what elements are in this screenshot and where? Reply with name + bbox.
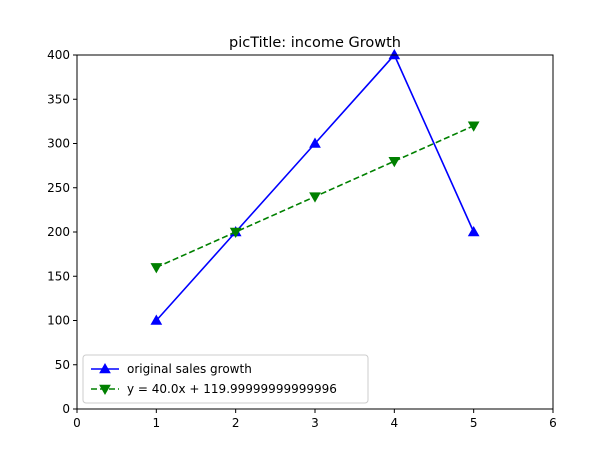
chart-title: picTitle: income Growth bbox=[229, 35, 401, 51]
legend-box bbox=[82, 354, 369, 404]
legend-marker bbox=[99, 384, 111, 396]
legend-item: original sales growth bbox=[91, 362, 252, 376]
data-point bbox=[388, 48, 401, 60]
y-axis: 0 50 100 150 200 250 300 350 400 bbox=[47, 48, 77, 416]
data-point bbox=[309, 192, 321, 203]
legend-label: y = 40.0x + 119.99999999999996 bbox=[127, 382, 337, 396]
data-point bbox=[150, 314, 163, 325]
x-tick-label: 2 bbox=[232, 416, 240, 430]
y-tick-label: 200 bbox=[47, 225, 70, 239]
y-tick-label: 350 bbox=[47, 92, 70, 106]
x-tick-label: 6 bbox=[549, 416, 557, 430]
x-tick-label: 3 bbox=[311, 416, 319, 430]
x-tick-label: 1 bbox=[153, 416, 161, 430]
y-tick-label: 50 bbox=[55, 358, 70, 372]
x-tick-label: 5 bbox=[470, 416, 478, 430]
legend-item: y = 40.0x + 119.99999999999996 bbox=[91, 382, 337, 396]
legend: original sales growth y = 40.0x + 119.999… bbox=[82, 354, 369, 404]
series-2 bbox=[150, 121, 480, 274]
x-tick-label: 0 bbox=[73, 416, 81, 430]
data-point bbox=[229, 227, 242, 239]
data-point bbox=[467, 225, 480, 237]
x-axis: 0 1 2 3 4 5 6 bbox=[73, 409, 557, 430]
y-tick-label: 400 bbox=[47, 48, 70, 62]
data-point bbox=[150, 263, 163, 274]
y-tick-label: 100 bbox=[47, 314, 70, 328]
data-point bbox=[467, 121, 480, 132]
y-tick-label: 250 bbox=[47, 181, 70, 195]
data-point bbox=[388, 156, 401, 168]
y-tick-label: 150 bbox=[47, 269, 70, 283]
legend-marker bbox=[99, 362, 111, 374]
legend-label: original sales growth bbox=[127, 362, 252, 376]
series-layer bbox=[150, 48, 480, 325]
y-tick-label: 300 bbox=[47, 137, 70, 151]
series-1 bbox=[150, 48, 480, 325]
x-tick-label: 4 bbox=[391, 416, 399, 430]
data-point bbox=[309, 137, 321, 148]
y-tick-label: 0 bbox=[62, 402, 70, 416]
